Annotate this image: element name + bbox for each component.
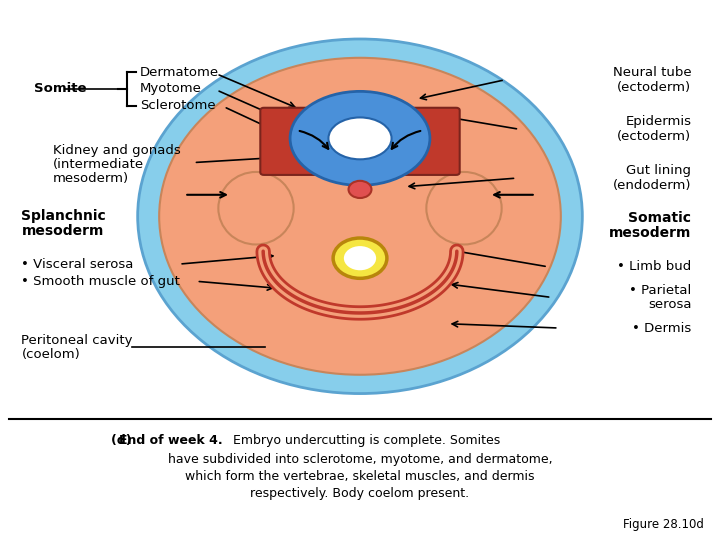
Ellipse shape <box>159 58 561 375</box>
Text: • Parietal: • Parietal <box>629 284 691 297</box>
Ellipse shape <box>328 117 392 159</box>
Text: Figure 28.10d: Figure 28.10d <box>624 517 704 531</box>
Text: Kidney and gonads: Kidney and gonads <box>53 144 181 157</box>
Text: (intermediate: (intermediate <box>53 158 144 171</box>
Text: (coelom): (coelom) <box>22 348 80 361</box>
Text: • Limb bud: • Limb bud <box>617 260 691 273</box>
FancyBboxPatch shape <box>261 108 322 175</box>
Text: serosa: serosa <box>648 299 691 312</box>
Text: mesoderm: mesoderm <box>609 226 691 240</box>
Text: (d): (d) <box>111 434 136 447</box>
Text: mesoderm): mesoderm) <box>53 172 129 185</box>
Text: Sclerotome: Sclerotome <box>140 99 215 112</box>
Ellipse shape <box>290 91 430 185</box>
Text: Embryo undercutting is complete. Somites: Embryo undercutting is complete. Somites <box>230 434 500 447</box>
Ellipse shape <box>348 181 372 198</box>
Text: End of week 4.: End of week 4. <box>119 434 222 447</box>
Ellipse shape <box>218 172 294 245</box>
Text: • Smooth muscle of gut: • Smooth muscle of gut <box>22 275 180 288</box>
Text: Somite: Somite <box>34 83 86 96</box>
Text: (endoderm): (endoderm) <box>613 179 691 192</box>
Ellipse shape <box>344 246 376 270</box>
Ellipse shape <box>333 238 387 278</box>
Text: have subdivided into sclerotome, myotome, and dermatome,: have subdivided into sclerotome, myotome… <box>168 453 552 465</box>
Text: Dermatome: Dermatome <box>140 66 219 79</box>
Ellipse shape <box>426 172 502 245</box>
Text: Somatic: Somatic <box>629 212 691 225</box>
Text: mesoderm: mesoderm <box>22 224 104 238</box>
Ellipse shape <box>138 39 582 394</box>
Text: • Dermis: • Dermis <box>632 321 691 334</box>
Text: (ectoderm): (ectoderm) <box>617 130 691 143</box>
Text: Peritoneal cavity: Peritoneal cavity <box>22 334 133 347</box>
Text: respectively. Body coelom present.: respectively. Body coelom present. <box>251 487 469 500</box>
Text: Myotome: Myotome <box>140 83 202 96</box>
Text: Gut lining: Gut lining <box>626 164 691 177</box>
Text: (ectoderm): (ectoderm) <box>617 81 691 94</box>
Text: • Visceral serosa: • Visceral serosa <box>22 258 134 271</box>
Text: which form the vertebrae, skeletal muscles, and dermis: which form the vertebrae, skeletal muscl… <box>185 470 535 483</box>
Text: Splanchnic: Splanchnic <box>22 209 107 222</box>
Text: Epidermis: Epidermis <box>626 115 691 128</box>
Text: Neural tube: Neural tube <box>613 66 691 79</box>
FancyBboxPatch shape <box>398 108 459 175</box>
